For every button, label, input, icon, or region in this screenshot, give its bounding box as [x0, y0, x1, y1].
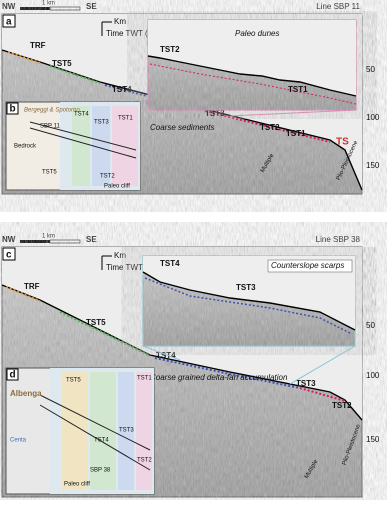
unit-tst5	[59, 311, 151, 357]
unit-label: TST3	[296, 379, 316, 388]
map-zone	[112, 106, 138, 186]
annotation: Paleo dunes	[235, 29, 279, 38]
map-text: Bergeggi & Spotorno	[24, 108, 80, 114]
tick-label: 100	[366, 371, 380, 380]
seabed	[1, 284, 363, 421]
annotation: Coarse sediments	[150, 123, 214, 132]
axis-title: Time TWT (ms)	[106, 263, 161, 272]
dir-right: SE	[86, 235, 97, 244]
zoom-link	[142, 345, 181, 361]
unit-label: TST4	[156, 351, 176, 360]
map-zone	[92, 106, 110, 186]
unit-label: TST5	[86, 318, 106, 327]
unit-label: TST2	[332, 401, 352, 410]
inset-unit: TST3	[236, 283, 256, 292]
scale-text: 1 km	[42, 234, 55, 240]
unit-label: TS	[336, 137, 349, 148]
unit-label: TST3	[205, 109, 225, 118]
map-text: TST2	[137, 458, 152, 464]
line-name: Line SBP 38	[316, 235, 361, 244]
map-text: TST1	[137, 376, 152, 382]
track-line	[29, 121, 137, 151]
panel-c: NW 1 km SE Line SBP 38 c Km Time TWT (ms…	[1, 234, 380, 498]
map-text: TST3	[94, 120, 109, 126]
zoom-water	[143, 256, 355, 330]
scale-bar	[49, 239, 81, 244]
zoom-link	[289, 345, 356, 385]
map-text: Paleo cliff	[104, 184, 130, 190]
panel-label: c	[6, 250, 12, 261]
panel-label: a	[6, 17, 12, 28]
map-text: TST4	[74, 112, 89, 118]
panel-label-box	[2, 14, 16, 28]
tick-label: 50	[366, 321, 375, 330]
zoom-link	[229, 109, 357, 117]
map-text: TST3	[119, 428, 134, 434]
zoom-water	[148, 20, 356, 96]
zoom-horizon	[144, 277, 353, 335]
annotation: Coarse grained delta-fan accumulation	[150, 373, 288, 382]
inset-unit: TST2	[160, 45, 180, 54]
map-text: SBP 38	[90, 468, 111, 474]
panel-label-box	[6, 102, 19, 115]
map-text: TST4	[94, 438, 109, 444]
dir-left: NW	[2, 2, 16, 11]
tick-label: 150	[366, 161, 380, 170]
track-line	[39, 394, 151, 451]
map-text: Albenga	[10, 389, 42, 398]
unit-label: TST4	[112, 85, 132, 94]
map-text: SBP 11	[40, 124, 60, 130]
panel-label: b	[10, 104, 16, 115]
map-zone	[136, 372, 152, 490]
unit-label: TST5	[52, 59, 72, 68]
annotation-box	[267, 259, 353, 273]
map-zone	[118, 372, 134, 490]
zoom-seabed	[147, 55, 357, 97]
tick-label: 50	[366, 65, 375, 74]
map-zone	[72, 106, 90, 186]
annotation: Counterslope scarps	[271, 261, 344, 270]
unit-label: TST1	[286, 129, 306, 138]
unit-label: TRF	[30, 41, 46, 50]
unit-label: TRF	[24, 282, 40, 291]
map-text: TST2	[100, 174, 115, 180]
zoom-horizon	[149, 63, 357, 105]
map-text: TST1	[118, 116, 133, 122]
map-text: TST5	[66, 378, 81, 384]
tick-label: 100	[366, 113, 380, 122]
unit-tst2	[204, 110, 331, 143]
unit-label: TST2	[260, 123, 280, 132]
unit-trf	[7, 51, 41, 64]
panel-label-box	[2, 247, 16, 261]
zoom-seabed	[142, 271, 356, 331]
track-line	[29, 127, 137, 159]
line-name: Line SBP 11	[316, 2, 360, 11]
scale-bar	[49, 6, 81, 11]
axis-unit: Km	[114, 251, 126, 260]
map-text: Bedrock	[14, 144, 37, 150]
track-line	[39, 404, 151, 471]
axis-unit: Km	[114, 17, 126, 26]
map-text: Centa	[10, 438, 27, 444]
map-text: TST5	[42, 170, 57, 176]
unit-tst4	[154, 357, 301, 389]
dir-right: SE	[86, 2, 97, 11]
map-text: Paleo cliff	[64, 482, 90, 488]
panel-label: d	[10, 370, 16, 381]
unit-tst5	[49, 65, 101, 84]
dir-left: NW	[2, 235, 16, 244]
inset-unit: TST4	[160, 259, 180, 268]
axis-title: Time TWT (ms)	[106, 29, 161, 38]
tick-label: 150	[366, 435, 380, 444]
panel-a: NW 1 km SE Line SBP 11 a Km Time TWT (ms…	[1, 1, 380, 195]
inset-unit: TST1	[288, 85, 308, 94]
scale-text: 1 km	[42, 1, 55, 7]
panel-label-box	[6, 368, 19, 381]
